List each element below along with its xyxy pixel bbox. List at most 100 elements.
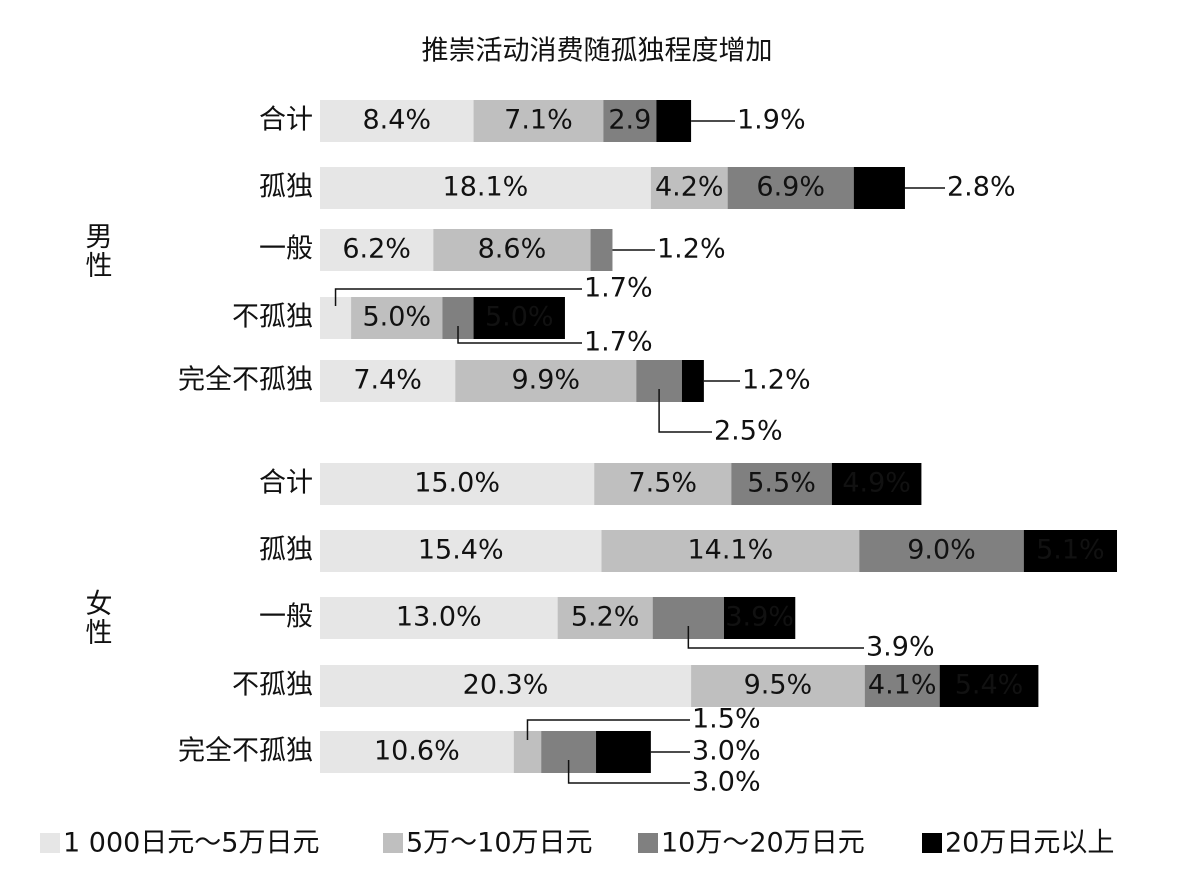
value-label: 8.6% [478, 234, 547, 265]
legend-label: 10万～20万日元 [661, 828, 865, 859]
value-label: 5.5% [747, 468, 816, 499]
value-label: 5.2% [571, 602, 640, 633]
bar-segment [320, 360, 456, 402]
leader-line [457, 326, 582, 344]
value-label: 13.0% [396, 602, 482, 633]
bar-segment [603, 100, 657, 142]
bar-segment [473, 100, 604, 142]
value-label: 9.9% [511, 365, 580, 396]
bar-segment [864, 665, 940, 707]
bar-segment [723, 597, 796, 639]
bar-segment [320, 665, 692, 707]
value-label: 5.0% [362, 302, 431, 333]
bar-segment [351, 297, 443, 339]
bar-segment [859, 530, 1024, 572]
category-label: 不孤独 [232, 670, 313, 701]
value-label: 3.9% [866, 632, 935, 663]
category-label: 孤独 [259, 535, 313, 566]
value-label: 9.0% [907, 535, 976, 566]
bar-segment [939, 665, 1039, 707]
bar-segment [650, 167, 728, 209]
group-label: 女性 [81, 589, 113, 647]
bar-segment [1023, 530, 1118, 572]
value-label: 5.1% [1036, 535, 1105, 566]
legend-swatch [40, 833, 60, 853]
value-label: 4.2% [655, 172, 724, 203]
bar-segment [320, 530, 602, 572]
bar-segment [853, 167, 905, 209]
bar-segment [681, 360, 704, 402]
bar-segment [727, 167, 854, 209]
value-label: 5.0% [485, 302, 554, 333]
bar-segment [320, 731, 514, 773]
value-label: 7.1% [504, 105, 573, 136]
group-label: 男性 [81, 222, 113, 280]
bar-segment [320, 463, 595, 505]
category-label: 不孤独 [232, 302, 313, 333]
chart-title: 推崇活动消费随孤独程度增加 [422, 36, 773, 67]
value-label: 3.9% [725, 602, 794, 633]
leader-line [334, 288, 582, 306]
legend-swatch [922, 833, 942, 853]
bar-segment [320, 167, 651, 209]
value-label: 3.0% [692, 767, 761, 798]
bar-segment [691, 665, 865, 707]
bar-segment [656, 100, 692, 142]
category-label: 孤独 [259, 172, 313, 203]
value-label: 10.6% [374, 736, 460, 767]
value-label: 1.5% [692, 704, 761, 735]
legend-label: 1 000日元～5万日元 [63, 828, 319, 859]
leader-line [658, 389, 712, 433]
value-label: 20.3% [463, 670, 549, 701]
value-label: 4.9% [842, 468, 911, 499]
value-label: 2.5% [714, 416, 783, 447]
bar-segment [320, 229, 434, 271]
leader-line [687, 626, 864, 649]
value-label: 15.4% [418, 535, 504, 566]
bar-segment [557, 597, 653, 639]
bar-segment [473, 297, 565, 339]
bar-segment [731, 463, 832, 505]
value-label: 6.2% [342, 234, 411, 265]
bar-segment [831, 463, 922, 505]
value-label: 8.4% [362, 105, 431, 136]
legend-swatch [638, 833, 658, 853]
category-label: 合计 [259, 468, 313, 499]
value-label: 7.4% [353, 365, 422, 396]
value-label: 1.7% [584, 273, 653, 304]
value-label: 14.1% [687, 535, 773, 566]
value-label: 1.9% [737, 105, 806, 136]
value-label: 1.2% [742, 365, 811, 396]
legend-label: 20万日元以上 [945, 828, 1114, 859]
bar-segment [594, 463, 732, 505]
value-label: 7.5% [628, 468, 697, 499]
category-label: 合计 [259, 105, 313, 136]
value-label: 1.7% [584, 327, 653, 358]
bar-segment [433, 229, 591, 271]
value-label: 1.2% [657, 234, 726, 265]
category-label: 一般 [259, 602, 313, 633]
bar-segment [590, 229, 613, 271]
leader-line [567, 760, 690, 784]
bar-segment [601, 530, 860, 572]
value-label: 5.4% [955, 670, 1024, 701]
value-label: 18.1% [443, 172, 529, 203]
legend-label: 5万～10万日元 [406, 828, 593, 859]
category-label: 一般 [259, 234, 313, 265]
value-label: 2.9 [608, 105, 651, 136]
value-label: 3.0% [692, 736, 761, 767]
category-label: 完全不孤独 [178, 736, 313, 767]
value-label: 4.1% [868, 670, 937, 701]
leader-line [526, 719, 690, 740]
bar-segment [596, 731, 651, 773]
value-label: 2.8% [947, 172, 1016, 203]
category-label: 完全不孤独 [178, 365, 313, 396]
bar-segment [320, 100, 474, 142]
value-label: 15.0% [414, 468, 500, 499]
value-label: 9.5% [744, 670, 813, 701]
bar-segment [455, 360, 637, 402]
bar-segment [320, 597, 558, 639]
value-label: 6.9% [756, 172, 825, 203]
legend-swatch [383, 833, 403, 853]
